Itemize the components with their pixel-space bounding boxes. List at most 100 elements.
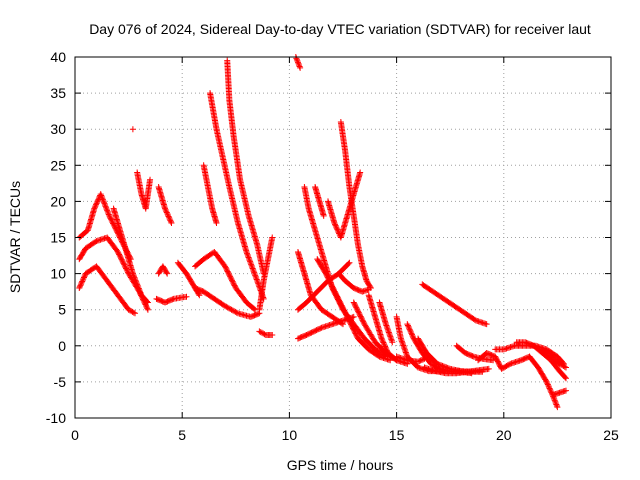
- data-point: [355, 308, 362, 315]
- data-point: [244, 251, 251, 258]
- data-point: [293, 55, 300, 62]
- data-point: [91, 204, 98, 211]
- data-point: [247, 259, 254, 266]
- data-point: [137, 289, 144, 296]
- data-point: [551, 397, 558, 404]
- data-point: [251, 269, 258, 276]
- data-point: [349, 325, 356, 332]
- data-point: [382, 344, 389, 351]
- data-point: [339, 305, 346, 312]
- series-arc-22: [312, 183, 327, 219]
- data-point: [92, 202, 99, 209]
- data-point: [165, 213, 172, 220]
- data-point: [561, 363, 568, 370]
- data-point: [338, 302, 345, 309]
- data-point: [225, 269, 232, 276]
- x-tick-label: 15: [389, 427, 405, 443]
- data-point: [379, 336, 386, 343]
- data-point: [91, 205, 98, 212]
- y-tick-label: 10: [50, 266, 66, 282]
- data-point: [313, 327, 320, 334]
- data-point: [350, 326, 357, 333]
- data-point: [103, 204, 110, 211]
- data-point: [545, 382, 552, 389]
- series-arc-17: [256, 328, 276, 338]
- data-point: [98, 192, 105, 199]
- y-tick-label: 30: [50, 121, 66, 137]
- data-point: [562, 374, 569, 381]
- data-point: [108, 216, 115, 223]
- data-point: [248, 262, 255, 269]
- data-point: [359, 317, 366, 324]
- data-point: [336, 297, 343, 304]
- data-point: [341, 307, 348, 314]
- data-point: [163, 209, 170, 216]
- data-point: [293, 56, 300, 63]
- data-point: [98, 193, 105, 200]
- data-point: [375, 352, 382, 359]
- data-point: [102, 202, 109, 209]
- data-point: [224, 268, 231, 275]
- data-point: [332, 222, 339, 229]
- data-point: [183, 293, 190, 300]
- series-arc-9: [155, 263, 171, 277]
- data-point: [343, 311, 350, 318]
- data-point: [222, 303, 229, 310]
- data-point: [340, 306, 347, 313]
- data-point: [339, 303, 346, 310]
- data-point: [547, 386, 554, 393]
- data-point: [309, 328, 316, 335]
- data-point: [120, 260, 127, 267]
- data-point: [94, 197, 101, 204]
- series-arc-35: [421, 364, 492, 377]
- data-point: [378, 335, 385, 342]
- data-point: [328, 282, 335, 289]
- data-point: [417, 357, 424, 364]
- data-point: [406, 326, 413, 333]
- data-point: [106, 212, 113, 219]
- data-point: [324, 273, 331, 280]
- data-point: [439, 362, 446, 369]
- data-point: [224, 304, 231, 311]
- data-point: [356, 310, 363, 317]
- data-point: [246, 255, 253, 262]
- series-arc-14: [207, 90, 267, 302]
- data-point: [116, 251, 123, 258]
- data-point: [352, 303, 359, 310]
- data-point: [334, 293, 341, 300]
- data-point: [351, 300, 358, 307]
- data-point: [121, 262, 128, 269]
- data-point: [143, 298, 150, 305]
- data-point: [162, 206, 169, 213]
- data-point: [133, 280, 140, 287]
- data-point: [222, 264, 229, 271]
- data-point: [164, 212, 171, 219]
- series-arc-10: [174, 259, 203, 299]
- data-point: [353, 305, 360, 312]
- data-point: [483, 321, 490, 328]
- series-arc-26: [335, 270, 372, 295]
- data-point: [389, 339, 396, 346]
- series-arc-1: [76, 263, 139, 317]
- data-point: [383, 347, 390, 354]
- data-point: [351, 327, 358, 334]
- data-point: [131, 274, 138, 281]
- data-point: [252, 273, 259, 280]
- data-point: [506, 361, 513, 368]
- data-point: [332, 221, 339, 228]
- data-point: [243, 248, 250, 255]
- data-point: [223, 303, 230, 310]
- series-arc-42: [539, 346, 569, 371]
- data-point: [228, 306, 235, 313]
- data-point: [358, 314, 365, 321]
- data-points: [76, 54, 569, 411]
- data-point: [406, 325, 413, 332]
- data-point: [102, 203, 109, 210]
- data-point: [168, 220, 175, 227]
- data-point: [121, 261, 128, 268]
- data-point: [360, 318, 367, 325]
- data-point: [118, 256, 125, 263]
- data-point: [230, 279, 237, 286]
- data-point: [129, 308, 136, 315]
